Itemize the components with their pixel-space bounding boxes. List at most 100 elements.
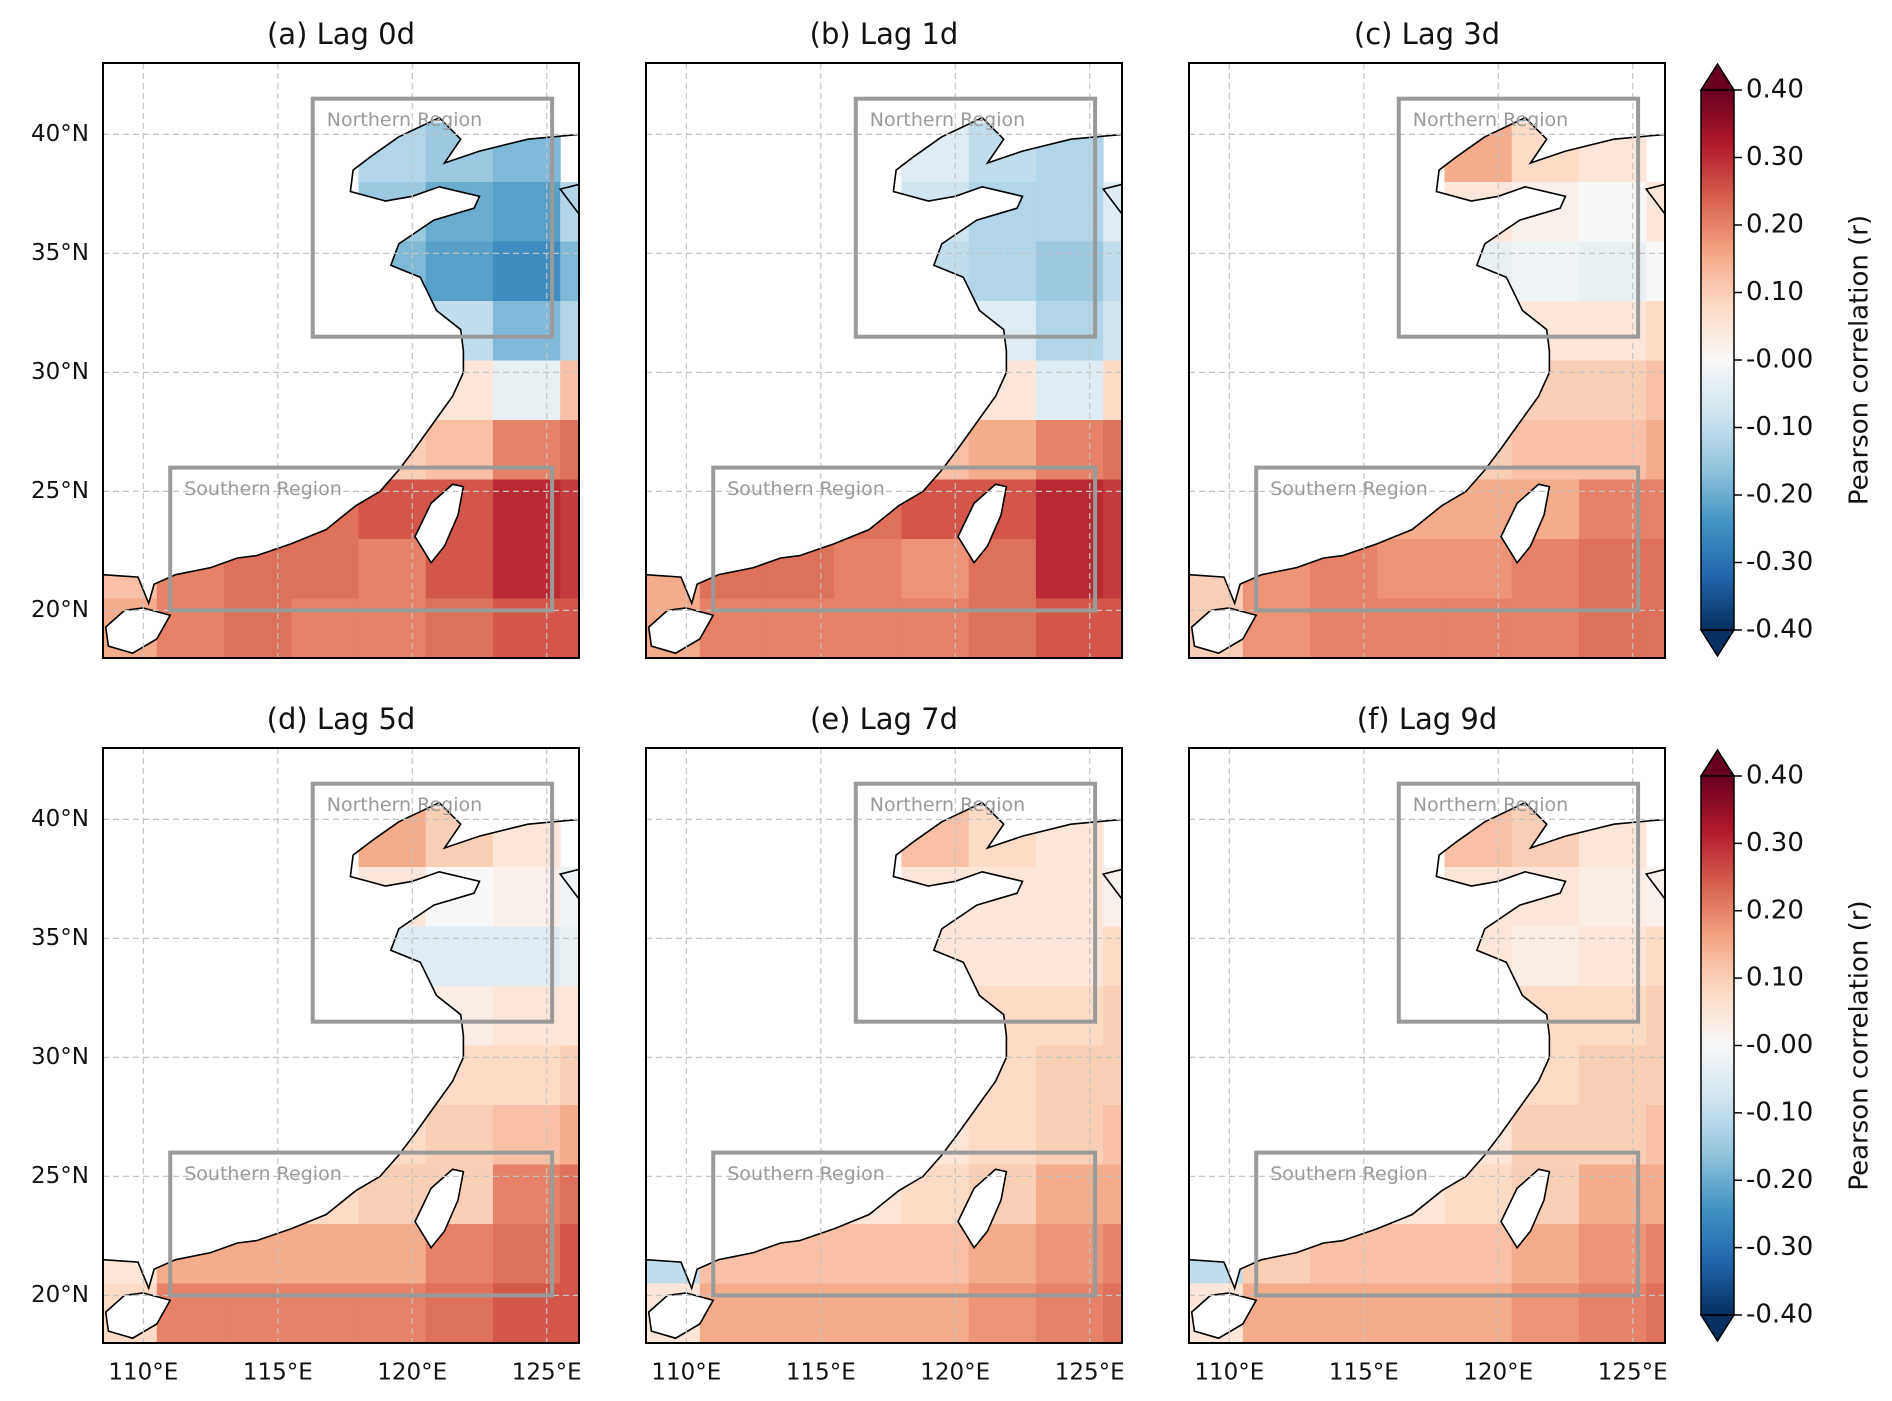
heat-cell: [1646, 1105, 1665, 1165]
heat-cell: [1444, 598, 1513, 658]
heat-cell: [1035, 1164, 1104, 1225]
heat-cell: [425, 926, 494, 987]
y-tick-label: 20°N: [31, 597, 89, 623]
heat-cell: [492, 926, 561, 987]
region-box: [711, 465, 1098, 613]
y-tick-label: 20°N: [31, 1282, 89, 1308]
heat-cell: [1444, 539, 1513, 599]
heat-cell: [1646, 1283, 1665, 1343]
x-tick-label: 115°E: [1329, 1360, 1399, 1386]
heat-cell: [492, 360, 561, 421]
y-tick-label: 35°N: [31, 240, 89, 266]
heat-cell: [1511, 1283, 1580, 1343]
heat-cell: [1511, 241, 1580, 302]
heat-cell: [1511, 598, 1580, 658]
heat-cell: [901, 1224, 970, 1284]
region-box: [853, 781, 1098, 1024]
heat-cell: [1646, 241, 1665, 302]
colorbar-gradient: [1700, 775, 1735, 1316]
heat-cell: [968, 241, 1037, 302]
region-label: Southern Region: [727, 478, 885, 500]
heat-cell: [492, 1105, 561, 1165]
colorbar-extend: [1699, 748, 1736, 777]
heat-cell: [560, 1105, 579, 1165]
x-tick-label: 110°E: [1194, 1360, 1264, 1386]
colorbar-extend: [1699, 629, 1736, 658]
heat-cell: [425, 1283, 494, 1343]
map-area: Northern Region Southern Region: [103, 748, 579, 1343]
coastline: [558, 868, 579, 951]
colorbar-tick-label: -0.20: [1746, 480, 1813, 510]
heat-cell: [1103, 241, 1122, 302]
heat-cell: [1103, 360, 1122, 421]
panel-title: (d) Lag 5d: [267, 702, 416, 736]
heat-cell: [834, 1283, 902, 1343]
heat-cell: [834, 1224, 902, 1284]
colorbar-tick-label: 0.40: [1746, 75, 1804, 105]
heat-cell: [492, 479, 561, 540]
colorbar-tick-label: 0.20: [1746, 210, 1804, 240]
colorbar-tick-label: -0.10: [1746, 1097, 1813, 1127]
y-tick-label: 40°N: [31, 806, 89, 832]
x-tick-label: 125°E: [512, 1360, 582, 1386]
region-label: Northern Region: [327, 794, 482, 816]
heat-cell: [1578, 986, 1647, 1046]
map-panel: Northern Region Southern Region (e) Lag 7d…: [645, 702, 1125, 1386]
colorbar-tick-label: -0.20: [1746, 1165, 1813, 1195]
heat-cell: [767, 598, 835, 658]
heat-cell: [492, 420, 561, 480]
panel-frame: [645, 747, 1123, 1344]
coastline: [1101, 868, 1122, 951]
heat-cell: [1103, 598, 1122, 658]
heat-cell: [1444, 1283, 1513, 1343]
x-tick-label: 110°E: [108, 1360, 178, 1386]
heat-cell: [224, 598, 292, 658]
heat-cell: [1578, 1224, 1647, 1284]
map-area: Northern Region Southern Region: [103, 63, 579, 658]
heat-cell: [1103, 1105, 1122, 1165]
heat-cell: [492, 986, 561, 1046]
heat-cell: [560, 1224, 579, 1284]
coastline: [1644, 868, 1665, 951]
heat-cell: [1377, 1224, 1445, 1284]
heat-cell: [834, 539, 902, 599]
heat-cell: [1310, 598, 1378, 658]
heat-cell: [358, 1224, 427, 1284]
colorbar-tick-label: 0.40: [1746, 761, 1804, 791]
heat-cell: [1103, 420, 1122, 480]
heat-cell: [358, 539, 427, 599]
heat-cell: [291, 539, 359, 599]
y-tick-label: 25°N: [31, 1163, 89, 1189]
map-panel: Northern Region Southern Region (f) Lag 9d…: [1188, 702, 1668, 1386]
heat-cell: [1103, 867, 1122, 927]
colorbar-tick-label: -0.30: [1746, 547, 1813, 577]
panel-title: (a) Lag 0d: [267, 17, 415, 51]
y-tick-label: 35°N: [31, 925, 89, 951]
heat-cell: [1377, 1283, 1445, 1343]
heat-cell: [560, 926, 579, 987]
colorbar-tick-label: -0.00: [1746, 345, 1813, 375]
x-tick-label: 115°E: [243, 1360, 313, 1386]
map-area: Northern Region Southern Region: [1189, 63, 1665, 658]
heat-cell: [1103, 182, 1122, 242]
heat-cell: [1035, 479, 1104, 540]
heat-cell: [492, 301, 561, 361]
heat-cell: [901, 1283, 970, 1343]
heat-cell: [1578, 301, 1647, 361]
colorbar-tick-label: 0.10: [1746, 277, 1804, 307]
heat-cell: [358, 1283, 427, 1343]
panel-frame: [102, 747, 580, 1344]
heat-cell: [968, 1105, 1037, 1165]
map-panel: Northern Region Southern Region (a) Lag 0d…: [31, 17, 580, 659]
heat-cell: [1103, 1045, 1122, 1106]
heat-cell: [425, 1105, 494, 1165]
heat-cell: [1310, 1283, 1378, 1343]
heat-cell: [291, 1283, 359, 1343]
heat-cell: [1035, 301, 1104, 361]
map-area: Northern Region Southern Region: [1189, 748, 1665, 1343]
island: [104, 1292, 172, 1340]
heat-cell: [1103, 986, 1122, 1046]
heat-cell: [560, 1045, 579, 1106]
panel-frame: [1188, 62, 1666, 659]
